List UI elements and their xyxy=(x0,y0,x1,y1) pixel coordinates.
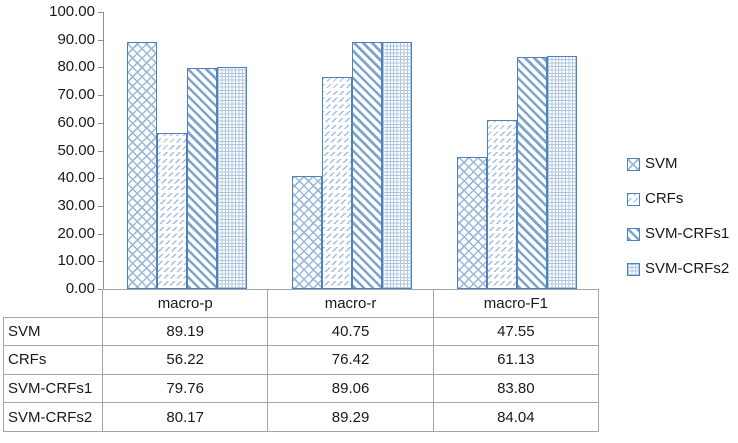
bar-group-macro-F1 xyxy=(435,12,600,289)
y-tick-label: 0.00 xyxy=(65,280,95,297)
y-tick-mark xyxy=(98,122,103,124)
table-cell: 80.17 xyxy=(103,403,269,432)
y-tick-label: 50.00 xyxy=(57,141,95,159)
y-tick-mark xyxy=(98,205,103,207)
y-tick-mark xyxy=(98,67,103,69)
bar-SVM-CRFs1-macro-r xyxy=(351,42,382,289)
bar-CRFs-macro-F1 xyxy=(487,119,518,289)
table-row-label: SVM-CRFs1 xyxy=(3,374,103,404)
table-corner-cell xyxy=(3,289,103,318)
legend-label: SVM xyxy=(645,155,678,172)
y-tick-mark xyxy=(98,150,103,152)
y-tick-label: 40.00 xyxy=(57,169,95,187)
legend-swatch-dashed-diagonal-icon xyxy=(627,192,640,206)
bar-SVM-CRFs1-macro-p xyxy=(186,68,217,289)
legend-label: SVM-CRFs2 xyxy=(645,260,730,277)
bar-SVM-CRFs1-macro-F1 xyxy=(517,56,548,289)
y-tick-mark xyxy=(98,39,103,41)
legend-label: CRFs xyxy=(645,190,684,207)
legend-item-SVM-CRFs1: SVM-CRFs1 xyxy=(627,225,729,243)
table-cell: 76.42 xyxy=(268,346,434,375)
bar-group-macro-r xyxy=(269,12,434,289)
legend-item-SVM: SVM xyxy=(627,155,729,173)
table-cell: 47.55 xyxy=(433,317,599,347)
legend: SVM CRFs SVM-CRFs1 SVM-CRFs2 xyxy=(627,155,729,295)
y-tick-label: 10.00 xyxy=(57,252,95,270)
y-tick-label: 80.00 xyxy=(57,58,95,76)
y-tick-label: 20.00 xyxy=(57,224,95,242)
table-header-macro-r: macro-r xyxy=(268,289,434,318)
table-cell: 84.04 xyxy=(433,403,599,432)
table-row-label: SVM-CRFs2 xyxy=(3,403,103,432)
bar-group-macro-p xyxy=(104,12,269,289)
table-header-macro-F1: macro-F1 xyxy=(433,289,599,318)
table-cell: 61.13 xyxy=(433,346,599,375)
legend-item-CRFs: CRFs xyxy=(627,190,729,208)
legend-label: SVM-CRFs1 xyxy=(645,225,730,242)
legend-swatch-dotted-grid-icon xyxy=(627,262,640,276)
y-tick-label: 30.00 xyxy=(57,196,95,214)
bar-CRFs-macro-p xyxy=(156,133,187,289)
y-axis-line xyxy=(103,12,104,289)
table-row-label: SVM xyxy=(3,317,103,347)
table-header-macro-p: macro-p xyxy=(103,289,269,318)
bar-SVM-CRFs2-macro-r xyxy=(381,41,412,289)
table-cell: 79.76 xyxy=(103,374,269,404)
bar-CRFs-macro-r xyxy=(321,77,352,289)
bar-SVM-CRFs2-macro-p xyxy=(216,66,247,289)
table-cell: 83.80 xyxy=(433,374,599,404)
data-table: macro-p macro-r macro-F1 SVM 89.19 40.75 47.55… xyxy=(3,289,599,432)
plot-area xyxy=(104,12,600,289)
bar-SVM-macro-F1 xyxy=(457,157,488,289)
table-cell: 40.75 xyxy=(268,317,434,347)
legend-item-SVM-CRFs2: SVM-CRFs2 xyxy=(627,260,729,278)
y-tick-mark xyxy=(98,95,103,97)
y-tick-label: 70.00 xyxy=(57,86,95,104)
table-cell: 89.19 xyxy=(103,317,269,347)
y-tick-mark xyxy=(98,289,103,290)
table-cell: 89.06 xyxy=(268,374,434,404)
table-cell: 89.29 xyxy=(268,403,434,432)
y-tick-mark xyxy=(98,261,103,263)
y-tick-label: 100.00 xyxy=(49,3,95,20)
table-row-label: CRFs xyxy=(3,346,103,375)
bar-SVM-macro-p xyxy=(126,41,157,289)
bar-SVM-CRFs2-macro-F1 xyxy=(547,56,578,289)
y-tick-mark xyxy=(98,178,103,180)
y-tick-label: 60.00 xyxy=(57,113,95,131)
y-tick-mark xyxy=(98,233,103,235)
legend-swatch-diag-crosshatch-icon xyxy=(627,157,640,171)
y-tick-label: 90.00 xyxy=(57,30,95,48)
legend-swatch-wide-downward-diagonal-icon xyxy=(627,227,640,241)
y-tick-mark xyxy=(98,12,103,13)
table-cell: 56.22 xyxy=(103,346,269,375)
bar-SVM-macro-r xyxy=(291,176,322,289)
